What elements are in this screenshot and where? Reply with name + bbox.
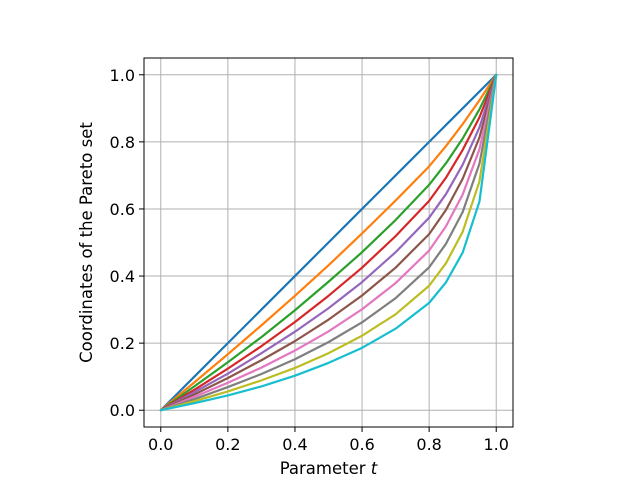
y-tick-label: 0.6 [110, 200, 135, 219]
x-tick-label: 0.8 [416, 435, 441, 454]
x-tick-label: 0.4 [282, 435, 307, 454]
series-line-3 [159, 73, 498, 412]
grid [144, 58, 513, 427]
x-tick-label: 1.0 [484, 435, 509, 454]
y-tick-label: 0.0 [110, 401, 135, 420]
x-axis-label: Parameter t [280, 459, 378, 478]
series-line-1 [159, 73, 498, 412]
series-line-2 [159, 73, 498, 412]
series-line-4 [159, 73, 498, 412]
series-line-6 [159, 73, 498, 412]
series-line-7 [159, 73, 498, 412]
x-tick-label: 0.0 [148, 435, 173, 454]
y-tick-label: 0.4 [110, 267, 135, 286]
y-tick-label: 0.8 [110, 133, 135, 152]
series-line-8 [159, 73, 498, 412]
ticks: 0.0 0.2 0.4 0.6 0.8 1.0 0.0 0.2 0.4 0.6 0.8 1.0 [110, 66, 509, 454]
x-tick-label: 0.2 [215, 435, 240, 454]
y-tick-label: 0.2 [110, 334, 135, 353]
y-axis-label: Coordinates of the Pareto set [77, 122, 96, 363]
y-tick-label: 1.0 [110, 66, 135, 85]
series-line-9 [159, 73, 498, 412]
plot-frame [143, 57, 514, 428]
series-line-10 [159, 73, 498, 412]
series-lines [159, 73, 498, 412]
series-line-5 [159, 73, 498, 412]
x-tick-label: 0.6 [349, 435, 374, 454]
